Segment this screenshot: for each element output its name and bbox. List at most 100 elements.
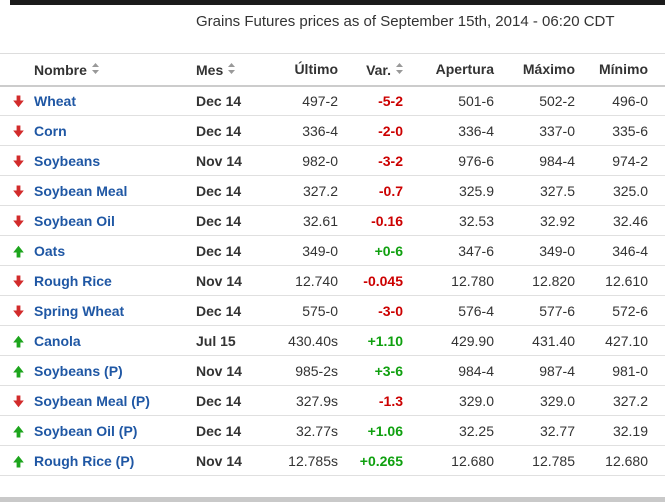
name-cell: Soybeans [0,145,186,176]
month-cell: Jul 15 [186,325,246,356]
last-cell: 497-2 [246,85,338,116]
up-arrow-icon [12,425,25,438]
high-cell: 987-4 [494,355,575,386]
open-cell: 12.680 [403,445,494,476]
low-cell: 572-6 [575,295,665,326]
table-row: Soybean Meal Dec 14 327.2 -0.7 325.9 327… [0,175,665,206]
open-cell: 984-4 [403,355,494,386]
low-cell: 12.680 [575,445,665,476]
change-cell: +1.10 [338,325,403,356]
commodity-link[interactable]: Oats [34,242,66,259]
month-cell: Dec 14 [186,295,246,326]
month-cell: Dec 14 [186,115,246,146]
column-label: Var. [366,61,391,78]
down-arrow-icon [12,125,25,138]
commodity-link[interactable]: Corn [34,122,67,139]
commodity-link[interactable]: Soybeans [34,152,101,169]
up-arrow-icon [12,455,25,468]
commodity-link[interactable]: Soybean Meal (P) [34,392,150,409]
name-cell: Soybean Oil [0,205,186,236]
month-cell: Dec 14 [186,235,246,266]
commodity-link[interactable]: Soybean Oil (P) [34,422,138,439]
high-cell: 32.92 [494,205,575,236]
commodity-link[interactable]: Soybeans (P) [34,362,123,379]
bottom-border-bar [0,497,665,502]
commodity-link[interactable]: Rough Rice [34,272,112,289]
table-row: Canola Jul 15 430.40s +1.10 429.90 431.4… [0,325,665,356]
column-header-var[interactable]: Var. [338,53,403,87]
open-cell: 32.25 [403,415,494,446]
month-cell: Dec 14 [186,85,246,116]
high-cell: 577-6 [494,295,575,326]
last-cell: 32.61 [246,205,338,236]
table-row: Soybean Oil Dec 14 32.61 -0.16 32.53 32.… [0,205,665,236]
open-cell: 501-6 [403,85,494,116]
table-row: Corn Dec 14 336-4 -2-0 336-4 337-0 335-6 [0,115,665,146]
commodity-link[interactable]: Wheat [34,92,76,109]
commodity-link[interactable]: Rough Rice (P) [34,452,135,469]
table-row: Rough Rice Nov 14 12.740 -0.045 12.780 1… [0,265,665,296]
futures-table-header: Nombre Mes Último Var. Apertura Máximo M… [0,53,665,87]
name-cell: Oats [0,235,186,266]
down-arrow-icon [12,185,25,198]
up-arrow-icon [12,365,25,378]
down-arrow-icon [12,155,25,168]
down-arrow-icon [12,395,25,408]
sort-icon [91,61,99,77]
low-cell: 981-0 [575,355,665,386]
sort-icon [228,61,236,77]
change-cell: -3-2 [338,145,403,176]
name-cell: Wheat [0,85,186,116]
commodity-link[interactable]: Soybean Meal [34,182,128,199]
high-cell: 327.5 [494,175,575,206]
high-cell: 349-0 [494,235,575,266]
month-cell: Nov 14 [186,145,246,176]
open-cell: 12.780 [403,265,494,296]
column-header-mes[interactable]: Mes [186,53,246,87]
change-cell: -0.045 [338,265,403,296]
top-border-bar [10,0,665,5]
commodity-link[interactable]: Soybean Oil [34,212,115,229]
down-arrow-icon [12,275,25,288]
up-arrow-icon [12,335,25,348]
open-cell: 32.53 [403,205,494,236]
change-cell: -1.3 [338,385,403,416]
last-cell: 985-2s [246,355,338,386]
month-cell: Nov 14 [186,265,246,296]
commodity-link[interactable]: Spring Wheat [34,302,125,319]
name-cell: Rough Rice (P) [0,445,186,476]
name-cell: Rough Rice [0,265,186,296]
table-row: Spring Wheat Dec 14 575-0 -3-0 576-4 577… [0,295,665,326]
open-cell: 325.9 [403,175,494,206]
name-cell: Canola [0,325,186,356]
open-cell: 329.0 [403,385,494,416]
last-cell: 12.785s [246,445,338,476]
change-cell: -0.7 [338,175,403,206]
name-cell: Soybean Oil (P) [0,415,186,446]
low-cell: 32.46 [575,205,665,236]
month-cell: Nov 14 [186,355,246,386]
high-cell: 12.785 [494,445,575,476]
low-cell: 496-0 [575,85,665,116]
month-cell: Dec 14 [186,385,246,416]
table-row: Soybean Oil (P) Dec 14 32.77s +1.06 32.2… [0,415,665,446]
open-cell: 976-6 [403,145,494,176]
commodity-link[interactable]: Canola [34,332,81,349]
last-cell: 349-0 [246,235,338,266]
change-cell: +1.06 [338,415,403,446]
column-header-nombre[interactable]: Nombre [0,53,186,87]
down-arrow-icon [12,305,25,318]
low-cell: 427.10 [575,325,665,356]
last-cell: 327.9s [246,385,338,416]
column-label: Nombre [34,61,87,78]
last-cell: 336-4 [246,115,338,146]
name-cell: Soybean Meal [0,175,186,206]
low-cell: 346-4 [575,235,665,266]
futures-table: Nombre Mes Último Var. Apertura Máximo M… [0,53,665,476]
open-cell: 347-6 [403,235,494,266]
name-cell: Corn [0,115,186,146]
month-cell: Dec 14 [186,205,246,236]
change-cell: -5-2 [338,85,403,116]
last-cell: 32.77s [246,415,338,446]
low-cell: 327.2 [575,385,665,416]
